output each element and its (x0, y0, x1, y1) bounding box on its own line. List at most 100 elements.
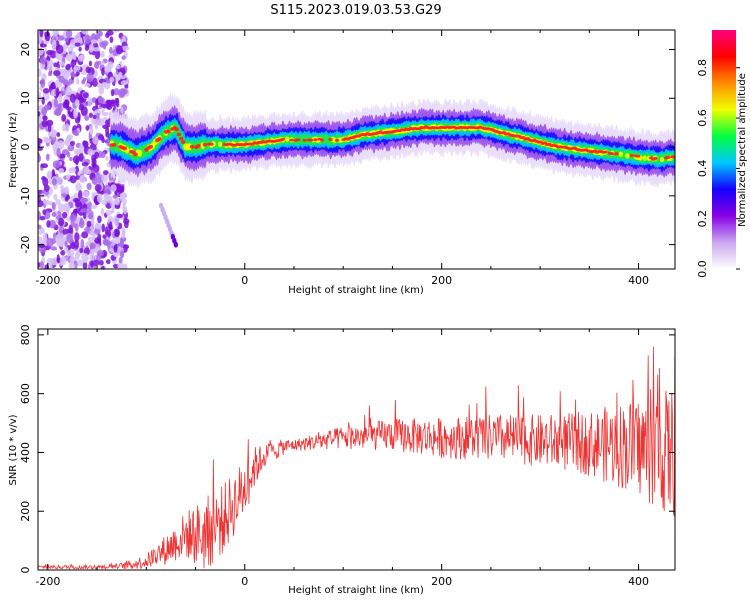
ridge-blob (280, 137, 286, 141)
noise-blob (55, 87, 60, 97)
noise-blob (100, 50, 105, 58)
noise-blob (94, 184, 102, 192)
noise-blob (114, 197, 120, 206)
noise-blob (107, 196, 113, 204)
noise-blob (69, 39, 77, 49)
noise-blob (120, 192, 128, 199)
noise-blob (119, 239, 124, 248)
y-tick-label: 10 (19, 91, 32, 105)
noise-blob (114, 229, 120, 238)
noise-blob (68, 262, 73, 269)
noise-blob (92, 77, 98, 88)
noise-blob (46, 170, 53, 179)
noise-blob (62, 211, 68, 219)
noise-blob (105, 259, 111, 265)
y-axis-label-top: Frequency (Hz) (8, 112, 19, 188)
noise-blob (53, 98, 59, 108)
noise-blob (117, 261, 124, 269)
noise-blob (80, 238, 85, 249)
noise-blob (120, 80, 128, 86)
y-tick-label: 200 (19, 501, 32, 522)
noise-blob (96, 118, 105, 127)
noise-blob (97, 215, 102, 224)
colorbar-tick-label: 0.6 (696, 109, 709, 127)
noise-blob (38, 236, 43, 245)
noise-blob (77, 36, 83, 43)
noise-blob (76, 77, 80, 85)
y-tick-label: 400 (19, 442, 32, 463)
x-tick-label: 0 (241, 575, 248, 588)
noise-blob (51, 169, 56, 177)
top-axes: -200 0 200 400 -20 -10 0 10 20 (19, 30, 675, 287)
x-axis-label-bottom: Height of straight line (km) (288, 585, 424, 596)
plot-area-bottom (38, 329, 675, 570)
noise-blob (78, 54, 85, 62)
ridge-blob (148, 144, 154, 149)
noise-blob (65, 64, 71, 71)
noise-blob (102, 234, 107, 239)
noise-blob (112, 30, 120, 33)
ridge-blob (189, 144, 195, 149)
noise-blob (73, 64, 77, 75)
noise-blob (122, 263, 128, 269)
noise-blob (69, 175, 77, 184)
noise-blob (38, 137, 42, 144)
noise-blob (63, 186, 70, 195)
noise-blob (88, 212, 94, 220)
noise-blob (77, 95, 82, 101)
noise-blob (114, 204, 121, 210)
trace-blob (173, 241, 179, 248)
noise-blob (87, 97, 92, 107)
ridge-blob (609, 152, 615, 156)
noise-blob (40, 56, 47, 65)
noise-blob (57, 103, 62, 110)
noise-blob (51, 39, 57, 49)
noise-blob (105, 155, 109, 161)
noise-blob (118, 257, 123, 264)
ridge-blob (295, 138, 301, 142)
noise-blob (42, 199, 50, 204)
noise-blob (89, 125, 94, 135)
ridge-blob (334, 138, 340, 142)
x-tick-label: 0 (241, 274, 248, 287)
noise-blob (72, 197, 80, 203)
noise-blob (101, 67, 105, 76)
ridge-blob (635, 154, 641, 158)
plot-frame-bottom (37, 328, 676, 571)
x-tick-label: 400 (628, 575, 649, 588)
noise-blob (56, 176, 64, 185)
noise-blob (64, 37, 69, 42)
noise-blob (79, 217, 84, 226)
noise-blob (114, 220, 119, 228)
noise-blob (80, 196, 86, 203)
noise-blob (101, 223, 106, 233)
noise-blob (48, 219, 56, 229)
noise-blob (65, 174, 71, 181)
noise-blob (102, 42, 107, 50)
noise-blob (102, 124, 109, 129)
noise-blob (76, 259, 84, 267)
noise-blob (75, 182, 82, 192)
noise-blob (58, 217, 65, 227)
noise-blob (67, 144, 75, 152)
noise-blob (96, 193, 103, 203)
noise-blob (58, 168, 65, 174)
noise-blob (53, 109, 62, 116)
y-tick-label: -10 (19, 187, 32, 205)
colorbar-tick-label: 0.8 (696, 59, 709, 77)
ridge-blob (111, 143, 117, 147)
ridge-blob (157, 137, 162, 141)
y-tick-label: -20 (19, 236, 32, 254)
noise-blob (51, 202, 56, 210)
noise-blob (71, 51, 75, 60)
ridge-blob (618, 151, 624, 157)
noise-blob (95, 222, 102, 230)
noise-blob (120, 106, 124, 114)
noise-blob (63, 202, 71, 213)
noise-blob (115, 237, 121, 244)
noise-blob (84, 82, 91, 88)
noise-blob (84, 34, 91, 45)
noise-blob (92, 114, 97, 120)
noise-blob (58, 203, 65, 213)
